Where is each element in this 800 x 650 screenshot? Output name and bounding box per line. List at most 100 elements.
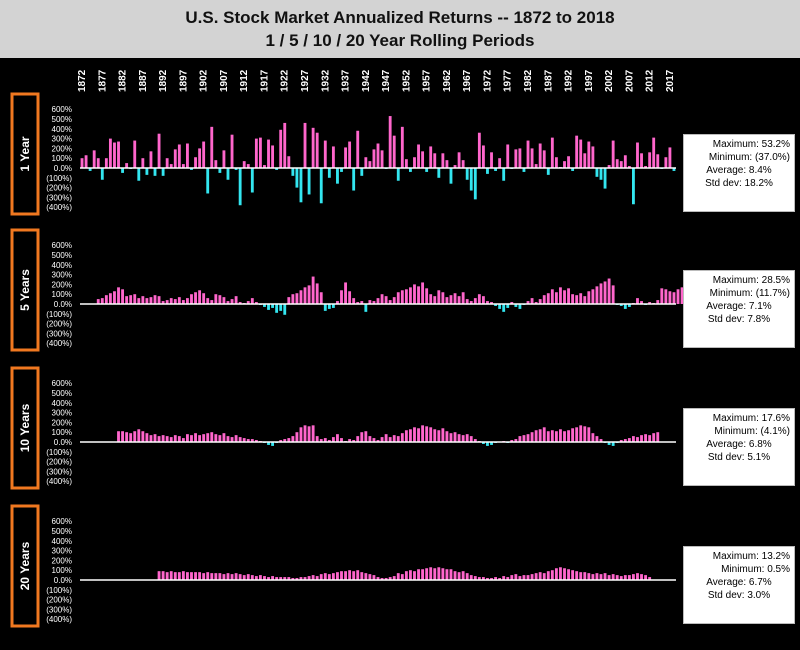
bar [190, 294, 193, 304]
bar [640, 153, 643, 168]
bar [344, 282, 347, 304]
panel-label: 1 Year [18, 136, 32, 171]
y-tick-label: (400%) [46, 339, 72, 348]
bar [210, 126, 214, 168]
bar [530, 298, 534, 304]
bar [559, 287, 562, 304]
y-tick-label: 400% [52, 125, 72, 134]
panel-label-box [10, 504, 40, 628]
bar [214, 434, 218, 442]
bar [449, 433, 453, 442]
bar [250, 168, 254, 193]
bar [287, 577, 291, 580]
bar [486, 578, 489, 580]
bar [413, 157, 416, 168]
bar [157, 133, 161, 168]
bar [242, 438, 246, 442]
bar [514, 304, 518, 307]
bar [311, 127, 315, 168]
bar [230, 437, 234, 442]
bar [263, 304, 266, 307]
bar [218, 573, 222, 580]
bar [680, 287, 684, 304]
bar [96, 158, 100, 168]
year-tick-label: 1897 [178, 69, 189, 92]
bar [595, 573, 599, 580]
bar [400, 126, 404, 168]
bar [222, 150, 226, 168]
chart-subtitle: 1 / 5 / 10 / 20 Year Rolling Periods [265, 31, 535, 50]
bar [104, 295, 108, 304]
bar [246, 301, 250, 304]
bar [157, 436, 161, 442]
bar [295, 168, 299, 188]
y-tick-label: (300%) [46, 605, 72, 614]
bar [599, 168, 603, 180]
bar [364, 431, 368, 442]
bar [619, 576, 623, 580]
bar [331, 304, 335, 308]
bar [518, 148, 522, 168]
bar [340, 571, 343, 580]
bar [331, 573, 335, 580]
bar [311, 276, 315, 304]
bar [623, 155, 627, 168]
bar [173, 149, 177, 168]
bar [177, 297, 181, 304]
bar [453, 293, 457, 304]
bar [327, 168, 331, 178]
year-tick-label: 1877 [97, 69, 108, 92]
bar [352, 571, 356, 580]
bar [230, 134, 234, 168]
bar [161, 301, 165, 304]
bar [291, 578, 295, 580]
panel-label: 20 Years [18, 541, 32, 590]
bar [384, 434, 388, 442]
bar [502, 576, 506, 580]
bar [563, 161, 566, 168]
y-tick-label: (200%) [46, 320, 72, 329]
bar [388, 116, 392, 168]
bar [623, 575, 627, 580]
bar [587, 573, 591, 580]
bar [526, 434, 530, 442]
bar [315, 576, 319, 580]
year-tick-label: 1937 [341, 69, 352, 92]
bar [437, 168, 441, 178]
bar [125, 432, 129, 442]
bar [376, 143, 380, 168]
bar [246, 574, 250, 580]
y-tick-label: 100% [52, 290, 72, 299]
bar [603, 573, 607, 580]
bar [360, 572, 364, 580]
bar [563, 431, 566, 442]
bar [587, 427, 591, 442]
bar [356, 436, 360, 442]
bar [542, 427, 546, 442]
bar [250, 298, 254, 304]
bar [291, 436, 295, 442]
bar [579, 139, 583, 168]
bar [267, 304, 270, 310]
bar [583, 572, 587, 580]
bar [514, 574, 518, 580]
y-tick-label: 300% [52, 409, 72, 418]
y-tick-label: 0.0% [54, 164, 72, 173]
bar [404, 159, 408, 168]
bar [632, 168, 635, 205]
year-tick-label: 1907 [219, 69, 230, 92]
bar [133, 431, 137, 442]
bar [615, 159, 619, 168]
bar [648, 435, 652, 442]
bar [234, 435, 238, 442]
bar [494, 168, 497, 171]
stat-average: Average: 7.1% [706, 301, 772, 312]
bar [510, 575, 514, 580]
bar [554, 431, 558, 442]
bar [238, 302, 242, 304]
bar [672, 168, 676, 171]
bar [323, 573, 327, 580]
y-tick-label: 200% [52, 144, 72, 153]
bar [368, 161, 372, 168]
bar [506, 144, 510, 168]
